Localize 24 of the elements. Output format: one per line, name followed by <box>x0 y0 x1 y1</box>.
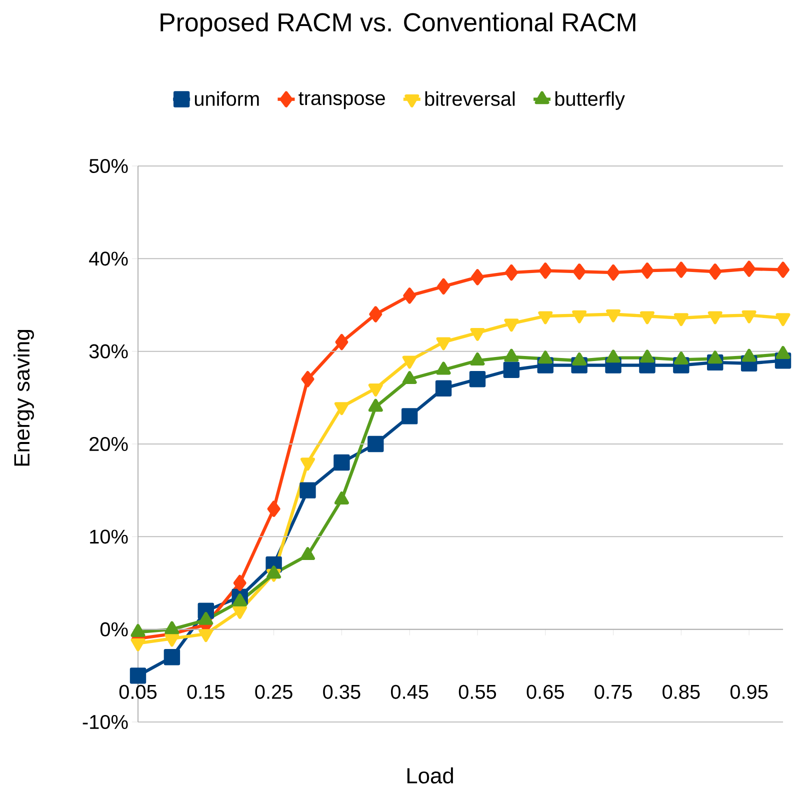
x-tick-label: 0.05 <box>119 684 157 699</box>
y-tick-label: 10% <box>90 530 128 544</box>
legend-label: bitreversal <box>425 91 515 106</box>
x-tick-label: 0.35 <box>323 684 360 699</box>
x-axis-title: Load <box>407 767 453 784</box>
y-axis-title: Energy saving <box>14 330 34 466</box>
x-tick-label: 0.25 <box>255 684 292 699</box>
x-tick-label: 0.55 <box>458 684 496 699</box>
x-tick-label: 0.15 <box>187 684 224 699</box>
x-tick-label: 0.95 <box>730 684 768 699</box>
y-tick-label: 40% <box>89 252 128 266</box>
y-tick-label: 50% <box>89 158 128 174</box>
chart-title: Proposed RACM vs. Conventional RACM <box>160 12 636 37</box>
x-tick-label: 0.85 <box>662 684 700 699</box>
y-tick-label: 20% <box>90 436 128 452</box>
x-tick-label: 0.45 <box>390 684 428 699</box>
legend-label: butterfly <box>555 91 625 110</box>
y-tick-label: 30% <box>89 344 128 358</box>
legend-label: uniform <box>194 91 259 106</box>
x-tick-label: 0.75 <box>594 684 632 699</box>
y-tick-label: 0% <box>100 622 128 636</box>
x-tick-label: 0.65 <box>526 684 564 699</box>
y-tick-label: -10% <box>82 714 128 730</box>
legend-label: transpose <box>298 92 385 110</box>
